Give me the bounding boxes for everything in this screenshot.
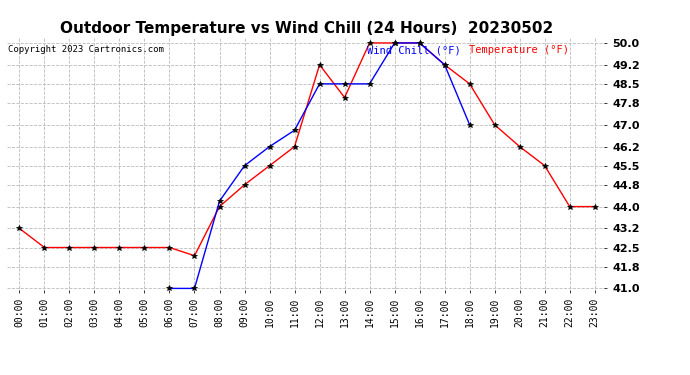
Title: Outdoor Temperature vs Wind Chill (24 Hours)  20230502: Outdoor Temperature vs Wind Chill (24 Ho… [61, 21, 553, 36]
Text: Wind Chill (°F): Wind Chill (°F) [367, 45, 461, 55]
Text: Copyright 2023 Cartronics.com: Copyright 2023 Cartronics.com [8, 45, 164, 54]
Text: Temperature (°F): Temperature (°F) [469, 45, 569, 55]
